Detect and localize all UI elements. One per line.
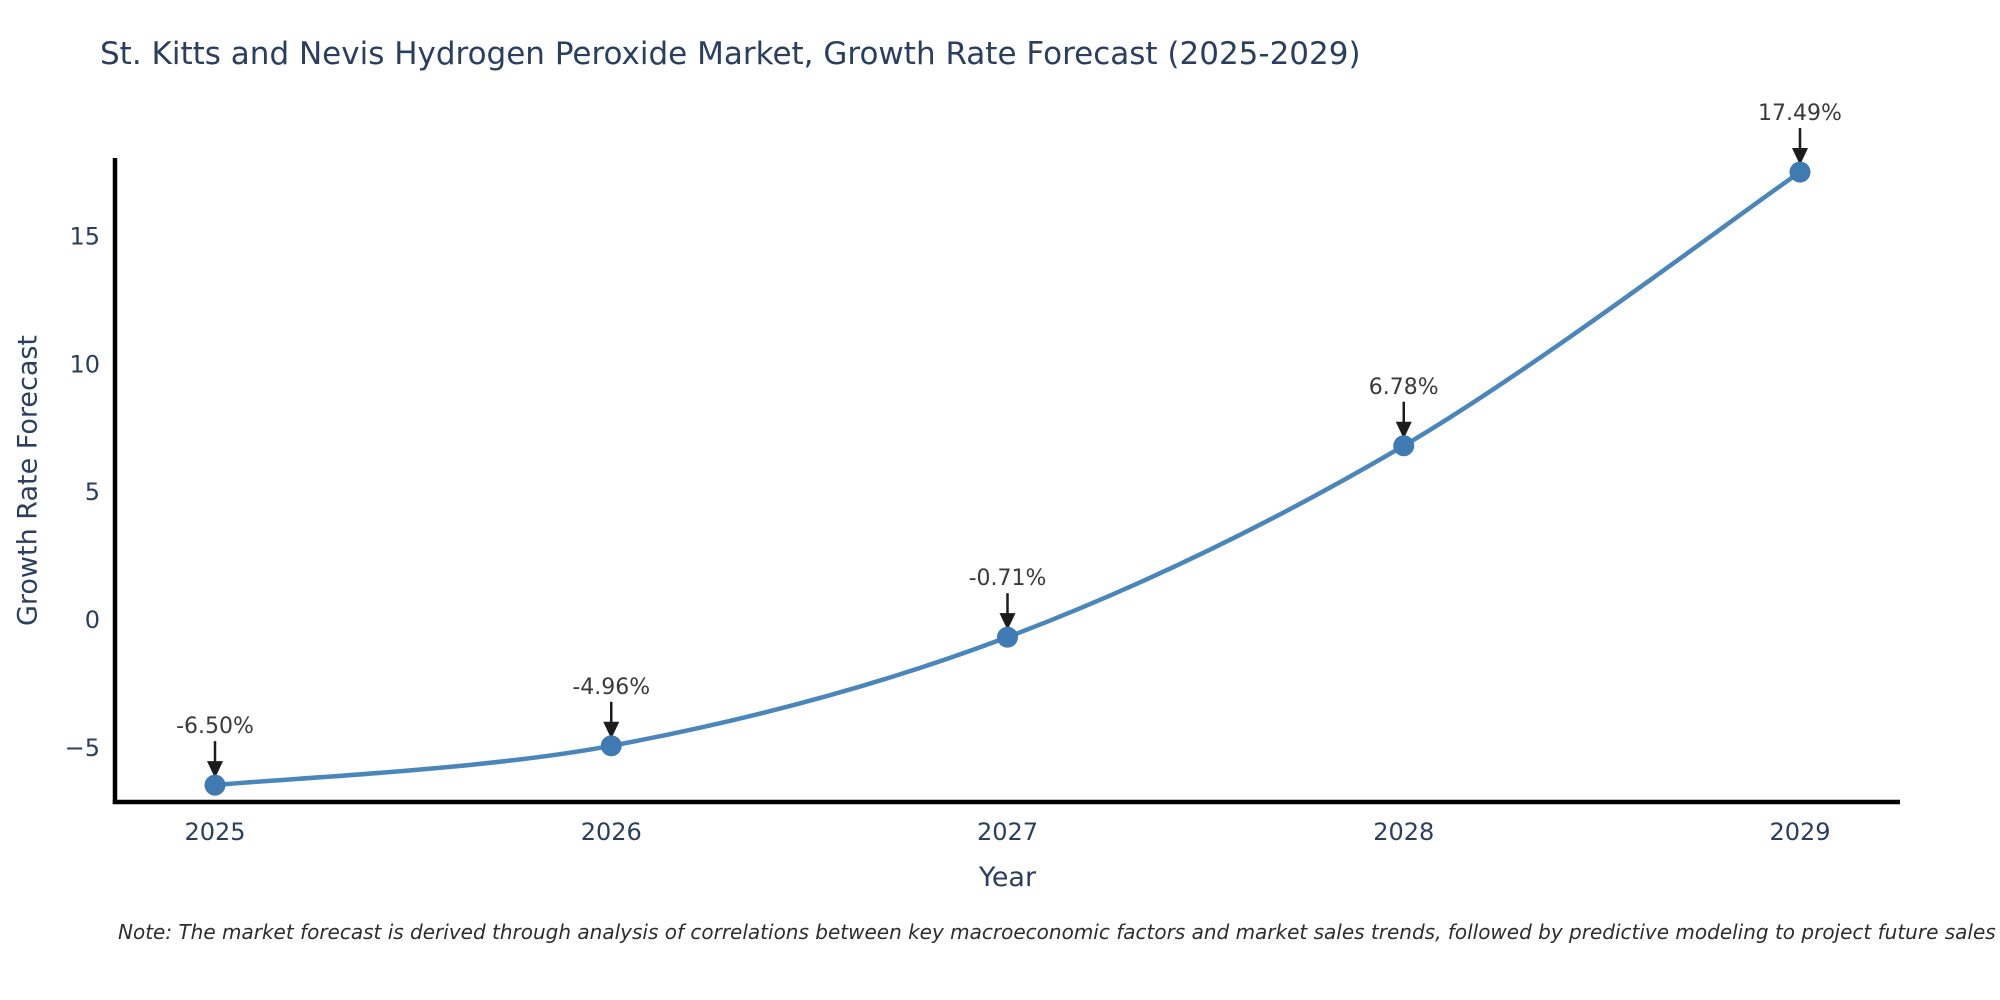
y-tick-label: 10 (69, 350, 100, 378)
annotation-arrowhead-icon (207, 761, 223, 779)
point-value-label: -4.96% (572, 675, 650, 700)
data-point-marker[interactable] (1393, 435, 1415, 457)
y-axis-title: Growth Rate Forecast (12, 334, 44, 627)
x-axis-title: Year (978, 862, 1037, 893)
point-value-label: -6.50% (176, 714, 254, 739)
annotation-arrowhead-icon (603, 721, 620, 739)
point-value-label: 17.49% (1758, 101, 1842, 126)
forecast-line (214, 170, 1802, 788)
point-value-label: -0.71% (969, 566, 1047, 591)
chart-title: St. Kitts and Nevis Hydrogen Peroxide Ma… (100, 36, 1361, 72)
data-point-marker[interactable] (997, 626, 1018, 648)
footnote: Note: The market forecast is derived thr… (118, 920, 1996, 944)
data-point-marker[interactable] (204, 774, 226, 796)
annotation-arrowhead-icon (1395, 421, 1412, 439)
x-tick-label: 2027 (977, 818, 1038, 846)
x-tick-label: 2029 (1769, 818, 1830, 846)
y-tick-label: −5 (65, 734, 100, 762)
y-tick-label: 15 (69, 223, 100, 251)
x-tick-label: 2028 (1373, 818, 1434, 846)
data-point-marker[interactable] (600, 735, 622, 757)
x-tick-label: 2025 (184, 818, 245, 846)
y-tick-label: 0 (85, 606, 100, 634)
point-value-label: 6.78% (1369, 375, 1439, 400)
data-point-marker[interactable] (1789, 161, 1811, 183)
annotation-arrowhead-icon (1792, 148, 1808, 166)
y-tick-label: 5 (85, 478, 100, 506)
x-tick-label: 2026 (581, 818, 642, 846)
annotation-arrowhead-icon (999, 613, 1016, 631)
